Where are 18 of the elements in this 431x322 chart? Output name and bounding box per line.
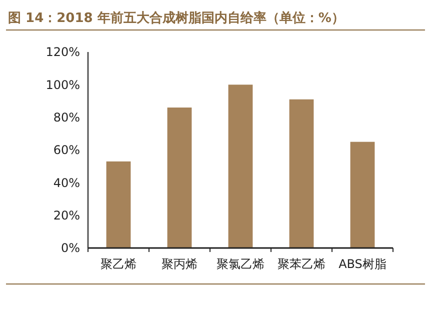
bar <box>167 108 192 248</box>
y-tick-label: 80% <box>53 110 80 125</box>
bar <box>106 161 131 248</box>
chart-title: 图 14：2018 年前五大合成树脂国内自给率（单位：%） <box>8 10 344 26</box>
y-tick-label: 120% <box>46 45 80 60</box>
y-tick-label: 60% <box>53 143 80 158</box>
y-tick-label: 20% <box>53 208 80 223</box>
bar <box>289 99 314 248</box>
x-tick-label: 聚乙烯 <box>100 257 136 271</box>
bar <box>350 142 375 248</box>
x-tick-label: 聚苯乙烯 <box>278 257 326 271</box>
y-tick-label: 0% <box>60 241 80 256</box>
x-tick-label: 聚丙烯 <box>162 257 198 271</box>
x-tick-label: ABS树脂 <box>338 257 386 271</box>
bar <box>228 84 253 248</box>
x-tick-label: 聚氯乙烯 <box>216 257 264 271</box>
y-tick-label: 40% <box>53 176 80 190</box>
y-tick-label: 100% <box>46 78 80 92</box>
